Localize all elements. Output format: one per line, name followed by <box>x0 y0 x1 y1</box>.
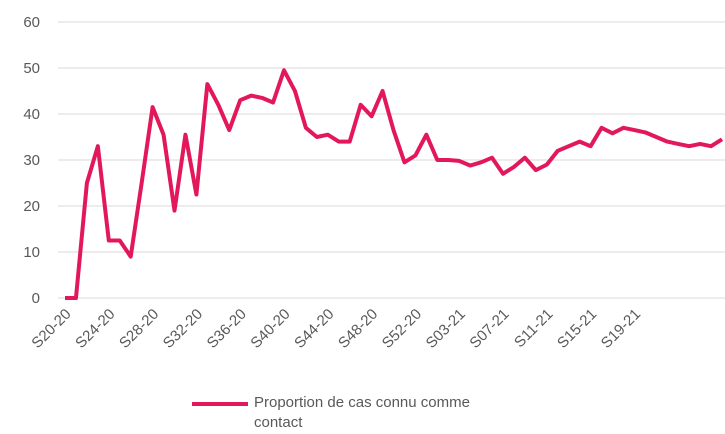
y-tick-label: 60 <box>23 14 40 31</box>
legend-swatch <box>192 402 248 406</box>
x-tick-label: S36-20 <box>204 306 250 352</box>
x-tick-label: S40-20 <box>247 306 293 352</box>
x-tick-label: S52-20 <box>379 306 425 352</box>
y-tick-label: 10 <box>23 244 40 261</box>
y-tick-label: 50 <box>23 60 40 77</box>
legend: Proportion de cas connu comme contact <box>192 393 522 433</box>
x-tick-label: S15-21 <box>554 306 600 352</box>
x-tick-label: S11-21 <box>511 306 556 351</box>
x-tick-label: S07-21 <box>466 306 512 352</box>
y-tick-label: 0 <box>32 290 40 307</box>
x-tick-label: S03-21 <box>423 306 469 352</box>
y-tick-label: 30 <box>23 152 40 169</box>
x-tick-label: S44-20 <box>291 306 337 352</box>
y-tick-label: 20 <box>23 198 40 215</box>
x-tick-label: S24-20 <box>72 306 118 352</box>
legend-label: Proportion de cas connu comme contact <box>254 394 470 431</box>
data-line <box>65 68 724 300</box>
x-tick-label: S28-20 <box>116 306 162 352</box>
x-tick-label: S48-20 <box>335 306 381 352</box>
x-tick-label: S32-20 <box>160 306 206 352</box>
x-tick-label: S20-20 <box>28 306 74 352</box>
y-tick-label: 40 <box>23 106 40 123</box>
x-tick-label: S19-21 <box>598 306 644 352</box>
